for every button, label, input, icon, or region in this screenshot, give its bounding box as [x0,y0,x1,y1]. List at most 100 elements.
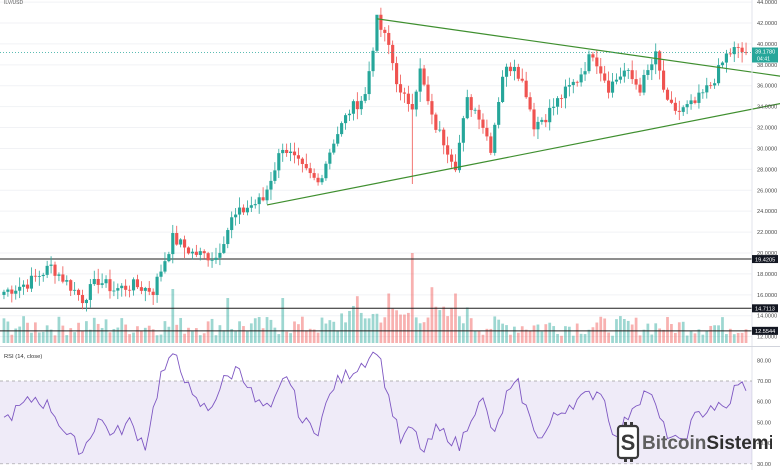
price-tick-label: 36.0000 [757,84,777,90]
volume-bar [650,334,654,343]
volume-bar [689,330,693,343]
candle-body [579,74,583,83]
volume-bar [332,321,336,343]
volume-bar [697,329,701,343]
volume-bar [316,332,320,343]
volume-bar [304,330,308,343]
candle-body [202,251,206,254]
candle-body [610,81,615,93]
candle-body [33,275,37,277]
price-tick-label: 24.0000 [757,209,777,215]
volume-bar [446,316,450,343]
level-label-text: 19.4205 [755,257,775,263]
candle-body [634,79,638,85]
candle-body [190,251,194,254]
candle-body [14,290,18,294]
price-tick-label: 30.0000 [757,146,777,152]
volume-bar [681,321,685,343]
candle-body [603,73,607,81]
watermark-text-part1: Bitcoin [642,433,706,454]
candle-body [587,54,591,72]
volume-bar [175,324,179,343]
candle-body [528,97,532,110]
volume-bar [638,335,642,343]
candle-body [426,84,430,102]
volume-bar [65,335,69,343]
volume-bar [285,331,289,343]
volume-bar [673,332,677,343]
volume-bar [136,326,139,343]
volume-bar [300,316,304,343]
watermark-logo: S BitcoinSistemi [612,420,774,464]
price-tick-label: 28.0000 [757,167,777,173]
level-label-text: 12.5544 [755,329,775,335]
candle-body [736,47,740,48]
volume-bar [736,332,740,343]
volume-bar [73,332,77,343]
candle-body [84,299,88,304]
volume-bar [548,322,552,343]
volume-bar [442,306,446,343]
volume-bar [379,322,383,343]
volume-bar [528,330,532,343]
candle-body [442,129,446,146]
watermark-text: BitcoinSistemi [642,433,772,454]
candle-body [53,264,57,276]
volume-bar [297,324,300,343]
candle-body [512,66,516,72]
candle-body [504,66,509,77]
volume-bar [265,317,269,343]
volume-bar [556,333,559,343]
candle-body [744,52,748,54]
candle-body [673,102,677,111]
candle-body [626,70,630,71]
candle-body [253,204,257,206]
candle-body [720,62,725,66]
volume-bar [96,323,100,343]
candle-body [630,70,634,80]
rsi-label: RSI (14, close) [4,354,42,360]
volume-bar [438,310,442,343]
volume-bar [26,322,29,343]
candle-body [210,259,214,261]
volume-bar [312,329,316,343]
volume-bar [167,326,171,343]
volume-bar [403,314,406,343]
candle-body [296,155,301,159]
volume-bar [418,323,422,343]
volume-bar [599,316,603,343]
candle-body [194,251,198,255]
candle-body [591,54,595,58]
candle-body [22,284,26,287]
volume-bar [717,325,720,343]
candle-body [332,143,336,153]
price-tick-label: 44.0000 [757,0,777,6]
candle-body [159,271,163,277]
volume-bar [151,329,155,343]
candle-body [559,98,564,99]
volume-bar [116,327,120,343]
candle-body [104,279,108,284]
volume-bar [293,321,296,343]
volume-bar [713,325,717,343]
candle-body [112,290,116,292]
candle-body [92,278,96,285]
volume-bar [626,320,630,343]
candle-body [355,101,359,110]
horizontal-levels [0,258,752,332]
volume-bar [257,317,261,343]
price-tick-label: 22.0000 [757,230,777,236]
candle-body [516,66,520,79]
volume-bar [552,326,556,343]
volume-bar [191,331,194,343]
candle-body [524,80,528,98]
volume-bar [112,328,116,343]
volume-bar [485,328,489,343]
volume-bar [583,334,587,343]
candle-body [363,94,367,101]
volume-bar [49,329,53,343]
candle-body [316,177,320,183]
candle-body [398,84,403,93]
candle-body [532,109,536,130]
candle-body [481,119,485,128]
